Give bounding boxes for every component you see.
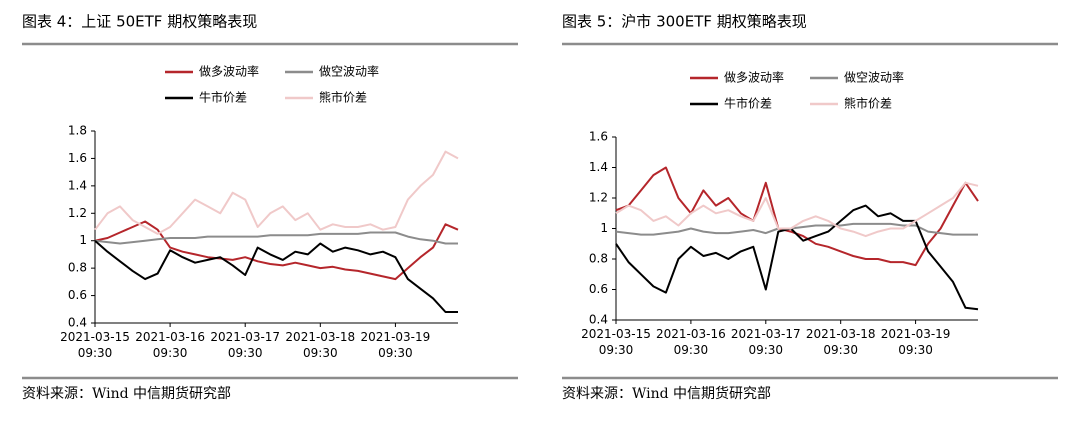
y-tick-label: 1.4: [68, 178, 87, 192]
legend-label: 做空波动率: [319, 64, 379, 79]
legend-label: 做多波动率: [199, 64, 259, 79]
x-tick-label: 2021-03-18 09:30: [806, 327, 876, 357]
y-tick-label: 1.4: [589, 160, 608, 174]
legend-label: 熊市价差: [844, 96, 892, 111]
y-tick-label: 1.6: [68, 151, 87, 165]
y-tick-label: 1: [79, 233, 87, 247]
x-tick-label: 2021-03-15 09:30: [581, 327, 651, 357]
y-tick-label: 1.8: [68, 124, 87, 138]
y-tick-label: 0.4: [68, 316, 87, 330]
x-tick-label: 2021-03-15 09:30: [60, 330, 130, 360]
x-tick-label: 2021-03-17 09:30: [210, 330, 280, 360]
y-tick-label: 1: [600, 221, 608, 235]
series-line: [615, 181, 979, 238]
series-line: [94, 220, 459, 281]
x-tick-label: 2021-03-16 09:30: [656, 327, 726, 357]
y-tick-label: 0.4: [589, 313, 608, 327]
y-tick-label: 1.2: [68, 206, 87, 220]
series-line: [94, 150, 459, 235]
legend-label: 牛市价差: [199, 90, 247, 105]
legend-label: 牛市价差: [724, 96, 772, 111]
y-tick-label: 1.2: [589, 191, 608, 205]
y-tick-label: 0.6: [589, 282, 608, 296]
x-tick-label: 2021-03-19 09:30: [361, 330, 431, 360]
series-line: [94, 231, 458, 245]
series-line: [615, 204, 979, 311]
y-tick-label: 0.6: [68, 288, 87, 302]
chart-title: 图表 5：沪市 300ETF 期权策略表现: [562, 13, 807, 31]
legend-label: 做空波动率: [844, 70, 904, 85]
chart-title: 图表 4：上证 50ETF 期权策略表现: [22, 13, 257, 31]
x-tick-label: 2021-03-19 09:30: [881, 327, 951, 357]
x-tick-label: 2021-03-18 09:30: [285, 330, 355, 360]
source-note: 资料来源：Wind 中信期货研究部: [562, 385, 771, 402]
y-tick-label: 0.8: [589, 252, 608, 266]
x-tick-label: 2021-03-16 09:30: [135, 330, 205, 360]
y-tick-label: 1.6: [589, 130, 608, 144]
legend-label: 做多波动率: [724, 70, 784, 85]
legend-label: 熊市价差: [319, 90, 367, 105]
x-tick-label: 2021-03-17 09:30: [731, 327, 801, 357]
y-tick-label: 0.8: [68, 261, 87, 275]
series-line: [94, 239, 458, 313]
source-note: 资料来源：Wind 中信期货研究部: [22, 385, 231, 402]
